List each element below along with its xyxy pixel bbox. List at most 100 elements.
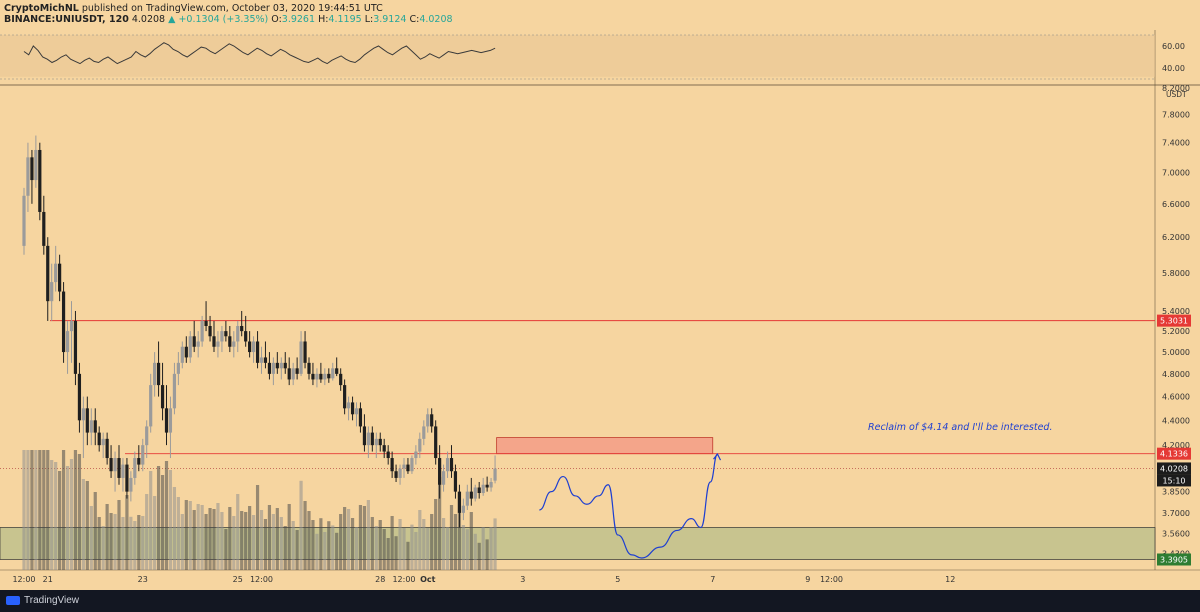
candle — [133, 451, 137, 485]
volume-bar — [248, 506, 252, 570]
volume-bar — [156, 466, 161, 570]
symbol-label[interactable]: BINANCE:UNIUSDT, 120 — [4, 14, 129, 25]
volume-bar — [137, 515, 141, 570]
candle — [493, 455, 497, 484]
candle-body — [493, 468, 497, 481]
candle-body — [109, 458, 113, 472]
rsi-line — [23, 42, 496, 65]
footer-bar: TradingView — [0, 590, 1200, 612]
candle — [386, 445, 390, 465]
candle-body — [200, 320, 204, 342]
candle — [457, 484, 462, 528]
volume-bar — [315, 533, 319, 570]
volume-bar — [85, 481, 89, 570]
volume-bar — [180, 514, 184, 570]
candle-body — [216, 341, 220, 347]
volume-bar — [295, 530, 299, 570]
price-tick-label: 7.8000 — [1162, 111, 1190, 120]
candle-body — [299, 341, 303, 374]
volume-bar — [287, 504, 291, 570]
candle-body — [125, 464, 129, 492]
candle-body — [208, 326, 212, 337]
candle — [251, 336, 256, 363]
candle-body — [172, 373, 177, 409]
candle-body — [153, 362, 157, 386]
candle-body — [406, 464, 410, 472]
candle-body — [137, 458, 141, 465]
volume-bar — [129, 516, 133, 570]
volume-bar — [291, 521, 295, 570]
volume-bar — [38, 450, 42, 570]
volume-bar — [350, 518, 355, 570]
candle-body — [291, 368, 295, 380]
close-label: C: — [409, 14, 420, 25]
price-tick-label: 4.6000 — [1162, 393, 1190, 402]
candle-body — [101, 438, 105, 446]
candle-body — [422, 426, 426, 439]
price-label: 5.3031 — [1157, 314, 1191, 327]
volume-bar — [61, 450, 66, 570]
ohlc-line: BINANCE:UNIUSDT, 120 4.0208 ▲ +0.1304 (+… — [4, 14, 453, 25]
candle — [394, 464, 398, 483]
volume-bar — [196, 504, 200, 570]
candle-body — [303, 341, 307, 363]
volume-bar — [394, 536, 398, 570]
candle-body — [394, 471, 398, 478]
volume-bar — [449, 505, 454, 570]
candle-body — [426, 414, 430, 427]
candle-body — [327, 373, 331, 379]
candle-body — [105, 438, 109, 459]
volume-bar — [160, 475, 165, 570]
volume-bar — [216, 503, 220, 570]
candle-body — [382, 445, 386, 452]
candle-body — [473, 487, 477, 499]
candle — [160, 362, 165, 421]
candle — [117, 445, 121, 485]
candle — [406, 458, 410, 474]
author-name[interactable]: CryptoMichNL — [4, 3, 79, 14]
candle — [343, 379, 347, 415]
candle-body — [441, 471, 446, 485]
candle-body — [410, 458, 414, 472]
candle — [418, 432, 422, 459]
price-tick-label: 6.6000 — [1162, 200, 1190, 209]
candle — [315, 368, 319, 388]
time-tick-label: 23 — [138, 575, 148, 584]
candle — [113, 451, 117, 492]
candle-body — [117, 458, 121, 478]
volume-bar — [441, 518, 446, 570]
volume-bar — [34, 450, 38, 570]
candle — [180, 341, 184, 369]
candle — [402, 458, 406, 478]
candle — [196, 331, 200, 358]
volume-bar — [311, 520, 315, 570]
candle-body — [204, 320, 208, 327]
volume-bar — [93, 492, 97, 570]
candle — [141, 438, 145, 472]
volume-bar — [263, 519, 268, 570]
volume-bar — [208, 508, 212, 570]
candle-body — [331, 368, 335, 379]
candle — [156, 341, 161, 397]
candle — [279, 357, 283, 380]
candle-body — [188, 336, 192, 358]
volume-bar — [327, 521, 331, 570]
rsi-tick-label: 60.00 — [1162, 42, 1185, 51]
candle — [137, 445, 141, 472]
candle-body — [133, 458, 137, 478]
candle — [248, 331, 252, 358]
candle — [374, 432, 378, 459]
candle-body — [386, 451, 390, 459]
candle-body — [22, 195, 26, 246]
candle — [331, 362, 335, 381]
candle — [485, 476, 489, 492]
candle — [465, 484, 469, 510]
candle-body — [438, 458, 442, 485]
tradingview-logo[interactable]: TradingView — [6, 595, 79, 606]
price-change: ▲ +0.1304 (+3.35%) — [168, 14, 269, 25]
price-label-box — [1157, 553, 1191, 566]
candle-body — [244, 331, 248, 342]
volume-bar — [414, 532, 418, 570]
volume-bar — [172, 487, 177, 570]
